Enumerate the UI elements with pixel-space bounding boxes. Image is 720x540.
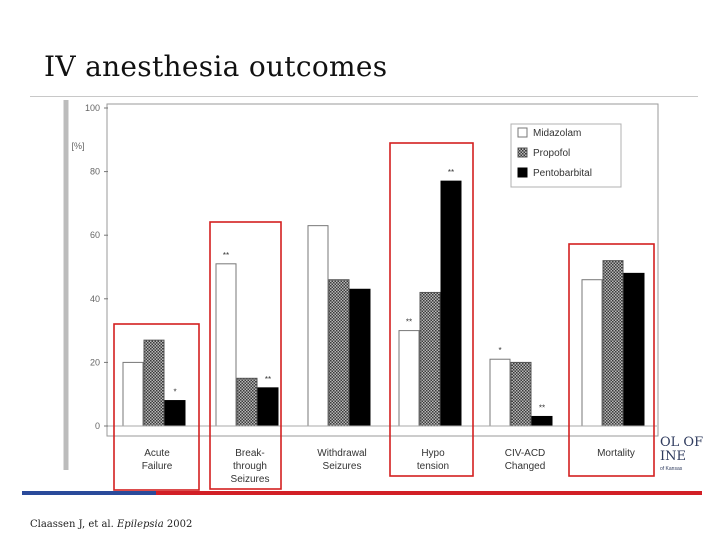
bar-pentobarbital (623, 272, 645, 427)
legend-label: Propofol (533, 148, 570, 159)
footer-bar-blue (22, 491, 156, 495)
x-axis-labels: Acute Failure Break-through Seizures Withdra… (142, 448, 635, 485)
bar-midazolam (489, 358, 511, 427)
significance-marker: ** (223, 251, 229, 260)
y-tick-label: 80 (90, 167, 100, 177)
highlight-box (389, 142, 474, 477)
category-label: Changed (505, 461, 546, 472)
school-logo: OL OF INE of Kansas (660, 436, 720, 473)
title-divider (30, 96, 698, 97)
bar-series (108, 180, 657, 427)
category-label: Failure (142, 461, 173, 472)
slide-title: IV anesthesia outcomes (44, 50, 388, 83)
bar-propofol (236, 377, 258, 427)
citation: Claassen J, et al. Epilepsia 2002 (30, 519, 192, 530)
category-label: through (233, 461, 267, 472)
legend-label: Pentobarbital (533, 168, 592, 179)
bar-pentobarbital (531, 415, 553, 427)
bar-midazolam (307, 225, 329, 427)
category-label: Hypo (421, 448, 445, 459)
bar-midazolam (581, 279, 603, 427)
y-tick-label: 20 (90, 357, 100, 367)
bar-midazolam (398, 330, 420, 427)
significance-marker: ** (406, 318, 412, 327)
category-label: CIV-ACD (505, 448, 546, 459)
logo-line-2: INE (660, 449, 686, 464)
bar-pentobarbital (164, 400, 186, 427)
bar-midazolam (122, 361, 144, 427)
y-tick-label: 40 (90, 294, 100, 304)
citation-journal: Epilepsia (117, 519, 164, 530)
legend: Midazolam Propofol Pentobarbital (510, 123, 622, 188)
significance-marker: ** (539, 403, 545, 412)
bar-pentobarbital (257, 387, 279, 427)
y-axis: 0 20 40 60 80 100 [%] (71, 103, 108, 431)
footer-bar-red (156, 491, 702, 495)
y-axis-label: [%] (71, 141, 84, 151)
highlight-box (209, 221, 282, 490)
legend-swatch (517, 167, 528, 178)
category-label: Mortality (597, 448, 635, 459)
legend-label: Midazolam (533, 128, 581, 139)
footer-bar (22, 491, 702, 495)
logo-line-1: OL OF (660, 435, 704, 450)
category-label: tension (417, 461, 449, 472)
significance-marker: * (498, 346, 501, 355)
category-label: Seizures (231, 474, 270, 485)
category-label: Withdrawal (317, 448, 366, 459)
highlight-boxes (113, 142, 655, 491)
bar-propofol (419, 291, 441, 427)
bar-propofol (510, 361, 532, 427)
significance-marker: ** (448, 168, 454, 177)
logo-line-3: of Kansas (660, 466, 683, 472)
bar-pentobarbital (440, 180, 462, 427)
highlight-box (568, 243, 655, 477)
citation-authors: Claassen J, et al. (30, 519, 117, 530)
y-tick-label: 0 (95, 421, 100, 431)
y-tick-label: 100 (85, 103, 100, 113)
significance-marker: ** (265, 375, 271, 384)
citation-year: 2002 (163, 519, 193, 530)
plot-frame (106, 103, 659, 437)
category-label: Break- (235, 448, 264, 459)
significance-markers: ************ (173, 168, 545, 412)
legend-box (510, 123, 622, 188)
bar-propofol (328, 279, 350, 427)
bar-propofol (602, 260, 624, 427)
y-tick-label: 60 (90, 230, 100, 240)
bar-propofol (143, 339, 165, 427)
category-label: Acute (144, 448, 170, 459)
highlight-box (113, 323, 200, 491)
legend-swatch (517, 127, 528, 138)
bar-pentobarbital (349, 288, 371, 427)
bar-midazolam (215, 263, 237, 427)
legend-swatch (517, 147, 528, 158)
category-label: Seizures (323, 461, 362, 472)
significance-marker: * (173, 388, 176, 397)
